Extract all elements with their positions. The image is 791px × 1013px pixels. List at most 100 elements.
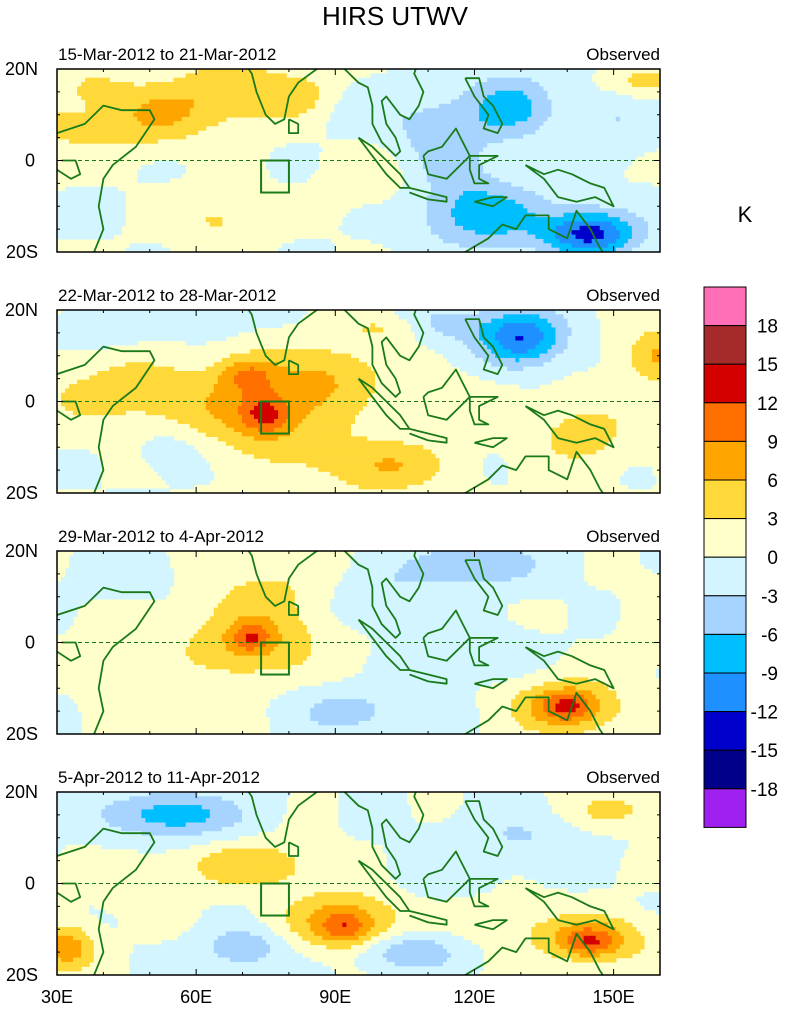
colorbar-swatch [703,556,747,597]
colorbar-swatch [703,402,747,442]
coastline [422,127,471,180]
colorbar-label: 3 [767,510,778,531]
colorbar-swatch [703,286,747,327]
panel-4: 20N 0 20S 5-Apr-2012 to 11-Apr-2012 Observed [5,768,661,985]
panel-right-title: Observed [586,527,660,546]
colorbar-label: -3 [761,587,778,608]
coastline [422,609,471,662]
colorbar-swatch [703,788,747,828]
coastline [464,77,504,134]
coastline [464,318,504,375]
panel-left-title: 15-Mar-2012 to 21-Mar-2012 [58,45,276,64]
x-axis: 30E 60E 90E 120E 150E [41,987,635,1007]
y-tick-label: 0 [25,874,35,894]
panel-right-title: Observed [586,286,660,305]
colorbar-label: -9 [761,664,778,685]
coastlines [57,69,615,252]
colorbar-label: 6 [767,471,778,492]
panel-left-title: 5-Apr-2012 to 11-Apr-2012 [58,768,260,787]
coastline [57,827,156,975]
panel-left-title: 22-Mar-2012 to 28-Mar-2012 [58,286,276,305]
colorbar-swatch [703,518,747,558]
coastline [288,118,300,134]
x-tick-label: 30E [41,987,73,1007]
coastline [468,155,499,185]
coastline [343,310,425,398]
coastline [468,637,499,667]
coastline [288,359,300,375]
panel-1: 20N 0 20S 15-Mar-2012 to 21-Mar-2012 Observe… [5,45,661,262]
coastline [288,841,300,857]
coastline [57,400,82,421]
coastline [524,646,615,690]
colorbar-swatch [703,633,747,674]
colorbar-label: 12 [757,394,778,415]
colorbar-label: -18 [751,780,778,801]
panel-right-title: Observed [586,45,660,64]
colorbar-swatch [703,325,747,365]
coastline [464,559,504,616]
coastline [343,792,425,880]
coastline [288,600,300,616]
y-tick-label: 20N [5,300,38,320]
colorbar-label: 18 [757,317,778,338]
y-tick-label: 20N [5,59,38,79]
colorbar: K 18 15 12 9 6 3 0 -3 -6 -9 -12 -15 -18 [703,202,778,828]
panel-2: 20N 0 20S 22-Mar-2012 to 28-Mar-2012 Observe… [5,286,661,503]
coastline [409,910,448,926]
x-tick-label: 120E [453,987,495,1007]
coastline [57,104,156,252]
coastline [343,551,425,639]
panels-group: 20N 0 20S 15-Mar-2012 to 21-Mar-2012 Observe… [5,45,661,985]
coastline [422,850,471,903]
anomaly-field [57,792,660,975]
colorbar-label: -15 [751,741,778,762]
coastline [524,164,615,208]
coastline [409,428,448,444]
colorbar-swatch [703,479,747,520]
coastline [524,887,615,931]
colorbar-swatch [703,440,747,481]
y-tick-label: 20S [6,483,38,503]
coastline [463,932,604,975]
colorbar-label: 15 [757,355,778,376]
y-tick-label: 20S [6,242,38,262]
panel-left-title: 29-Mar-2012 to 4-Apr-2012 [58,527,264,546]
y-tick-label: 0 [25,151,35,171]
coastline [463,450,604,493]
x-tick-label: 150E [593,987,635,1007]
colorbar-swatch [703,711,747,751]
colorbar-swatch [703,749,747,790]
coastline [468,878,499,908]
figure-title: HIRS UTWV [322,1,469,31]
y-tick-label: 20N [5,782,38,802]
anomaly-field [57,551,660,734]
coastline [422,368,471,421]
colorbar-label: 0 [767,548,778,569]
coastline [57,345,156,493]
coastlines [57,792,615,975]
coastline [464,800,504,857]
coastline [343,69,425,157]
coastline [468,396,499,426]
colorbar-units: K [738,202,753,227]
y-tick-label: 20S [6,724,38,744]
coastline [57,641,82,662]
y-tick-label: 0 [25,392,35,412]
coastline [409,669,448,685]
coastline [57,882,82,903]
colorbar-label: 9 [767,432,778,453]
y-tick-label: 20N [5,541,38,561]
coastline [524,405,615,449]
panel-3: 20N 0 20S 29-Mar-2012 to 4-Apr-2012 Observed [5,527,661,744]
coastline [463,691,604,734]
x-tick-label: 60E [180,987,212,1007]
colorbar-swatch [703,363,747,404]
y-tick-label: 0 [25,633,35,653]
colorbar-swatch [703,672,747,713]
x-tick-label: 90E [319,987,351,1007]
coastline [57,159,82,180]
coastline [474,437,508,449]
coastline [57,586,156,734]
